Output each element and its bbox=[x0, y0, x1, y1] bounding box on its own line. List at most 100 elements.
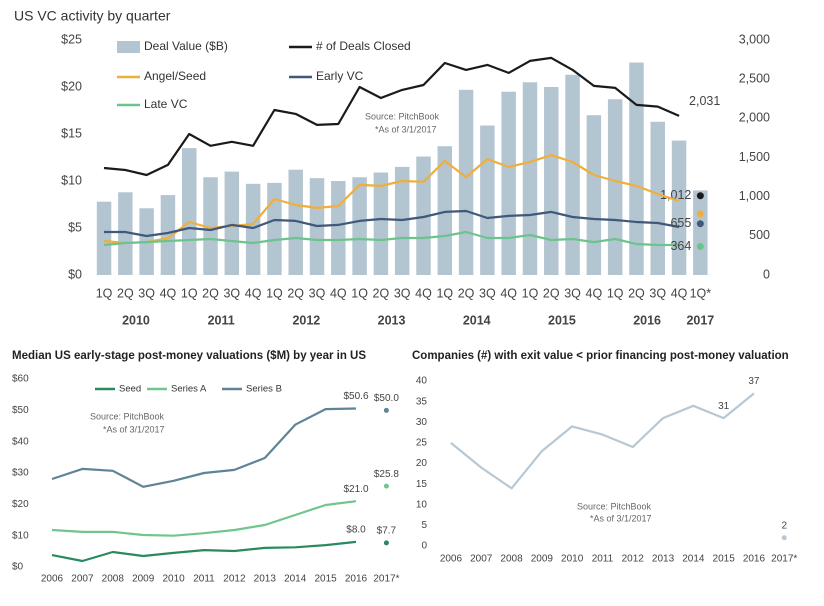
x-tick-label: 4Q bbox=[671, 286, 688, 300]
y-tick-label: $25 bbox=[61, 32, 82, 46]
point-dot bbox=[696, 210, 704, 218]
point-dot bbox=[383, 540, 389, 546]
y-tick-label: $20 bbox=[61, 79, 82, 93]
point-dot bbox=[781, 535, 787, 541]
annotation: *As of 3/1/2017 bbox=[103, 424, 165, 434]
y-tick-label: $20 bbox=[12, 499, 29, 510]
legend-label: # of Deals Closed bbox=[316, 39, 411, 53]
legend-label: Deal Value ($B) bbox=[144, 39, 228, 53]
bar bbox=[118, 192, 133, 275]
x-tick-label: 1Q bbox=[351, 286, 368, 300]
x-tick-label: 2Q bbox=[543, 286, 560, 300]
x-tick-label: 2Q bbox=[458, 286, 475, 300]
x-group-label: 2010 bbox=[122, 313, 150, 327]
x-tick-label: 2013 bbox=[254, 574, 277, 585]
point-dot bbox=[383, 483, 389, 489]
x-tick-label: 2012 bbox=[223, 574, 246, 585]
data-label: 31 bbox=[718, 401, 730, 412]
series-line bbox=[51, 407, 357, 488]
data-label: $50.0 bbox=[374, 393, 399, 404]
x-tick-label: 4Q bbox=[245, 286, 262, 300]
x-tick-label: 4Q bbox=[586, 286, 603, 300]
y2-tick-label: 2,000 bbox=[739, 111, 770, 125]
x-tick-label: 3Q bbox=[564, 286, 581, 300]
x-tick-label: 1Q bbox=[522, 286, 539, 300]
y2-tick-label: 2,500 bbox=[739, 71, 770, 85]
y2-tick-label: 1,500 bbox=[739, 150, 770, 164]
data-label: $7.7 bbox=[377, 526, 397, 537]
x-group-label: 2011 bbox=[208, 313, 235, 327]
x-tick-label: 1Q bbox=[181, 286, 198, 300]
x-tick-label: 2016 bbox=[743, 554, 766, 565]
chart-title: Median US early-stage post-money valuati… bbox=[12, 350, 366, 362]
x-tick-label: 2010 bbox=[561, 554, 584, 565]
chart-title: US VC activity by quarter bbox=[14, 8, 171, 24]
x-tick-label: 3Q bbox=[394, 286, 411, 300]
x-tick-label: 2012 bbox=[622, 554, 645, 565]
data-label: $25.8 bbox=[374, 469, 399, 480]
x-tick-label: 2Q bbox=[373, 286, 390, 300]
x-tick-label: 1Q bbox=[266, 286, 283, 300]
x-group-label: 2016 bbox=[633, 313, 661, 327]
data-label: 2 bbox=[781, 520, 787, 531]
y2-tick-label: 1,000 bbox=[739, 189, 770, 203]
legend-label: Late VC bbox=[144, 97, 188, 111]
series-line bbox=[103, 154, 680, 245]
data-label: $50.6 bbox=[343, 391, 368, 402]
x-tick-label: 2017* bbox=[373, 574, 399, 585]
series-line bbox=[103, 56, 680, 177]
x-tick-label: 2013 bbox=[652, 554, 675, 565]
x-tick-label: 4Q bbox=[500, 286, 517, 300]
data-label: $21.0 bbox=[343, 484, 368, 495]
x-tick-label: 3Q bbox=[479, 286, 496, 300]
x-tick-label: 2008 bbox=[102, 574, 125, 585]
bar bbox=[181, 148, 197, 275]
y-tick-label: 0 bbox=[421, 541, 427, 552]
y-tick-label: $50 bbox=[12, 405, 29, 416]
bar bbox=[288, 169, 303, 275]
bar bbox=[565, 74, 580, 275]
bar bbox=[352, 177, 367, 275]
bar bbox=[650, 121, 665, 275]
annotation: Source: PitchBook bbox=[577, 501, 652, 511]
legend-label: Seed bbox=[119, 384, 141, 395]
series-line bbox=[104, 209, 680, 238]
series-line bbox=[51, 540, 357, 563]
bar bbox=[267, 182, 282, 275]
x-group-label: 2012 bbox=[292, 313, 320, 327]
x-tick-label: 2007 bbox=[71, 574, 94, 585]
x-group-label: 2017 bbox=[686, 313, 714, 327]
bar bbox=[373, 172, 389, 275]
y-tick-label: $10 bbox=[12, 530, 29, 541]
legend-label: Angel/Seed bbox=[144, 69, 206, 83]
bar bbox=[501, 91, 516, 275]
data-label: 37 bbox=[748, 376, 760, 387]
chart-title: Companies (#) with exit value < prior fi… bbox=[412, 350, 789, 362]
x-group-label: 2013 bbox=[378, 313, 406, 327]
data-label: 1,012 bbox=[660, 188, 691, 202]
x-tick-label: 1Q* bbox=[690, 286, 712, 300]
x-tick-label: 3Q bbox=[309, 286, 326, 300]
x-tick-label: 2010 bbox=[162, 574, 185, 585]
annotation: *As of 3/1/2017 bbox=[375, 124, 437, 134]
bar bbox=[416, 156, 431, 275]
data-label: 364 bbox=[670, 239, 691, 253]
bar bbox=[693, 190, 708, 275]
y-tick-label: 35 bbox=[416, 396, 428, 407]
x-tick-label: 1Q bbox=[607, 286, 624, 300]
point-dot bbox=[383, 407, 389, 413]
x-tick-label: 1Q bbox=[96, 286, 113, 300]
x-tick-label: 1Q bbox=[436, 286, 453, 300]
bar bbox=[480, 125, 495, 275]
y-tick-label: $15 bbox=[61, 126, 82, 140]
data-label: $8.0 bbox=[346, 525, 366, 536]
x-tick-label: 2014 bbox=[284, 574, 307, 585]
x-tick-label: 2009 bbox=[132, 574, 155, 585]
legend-swatch bbox=[117, 41, 140, 53]
x-tick-label: 2017* bbox=[771, 554, 797, 565]
bar bbox=[522, 82, 538, 275]
data-label: 655 bbox=[670, 216, 691, 230]
x-tick-label: 2008 bbox=[500, 554, 523, 565]
y-tick-label: 5 bbox=[421, 520, 427, 531]
y-tick-label: 30 bbox=[416, 417, 428, 428]
